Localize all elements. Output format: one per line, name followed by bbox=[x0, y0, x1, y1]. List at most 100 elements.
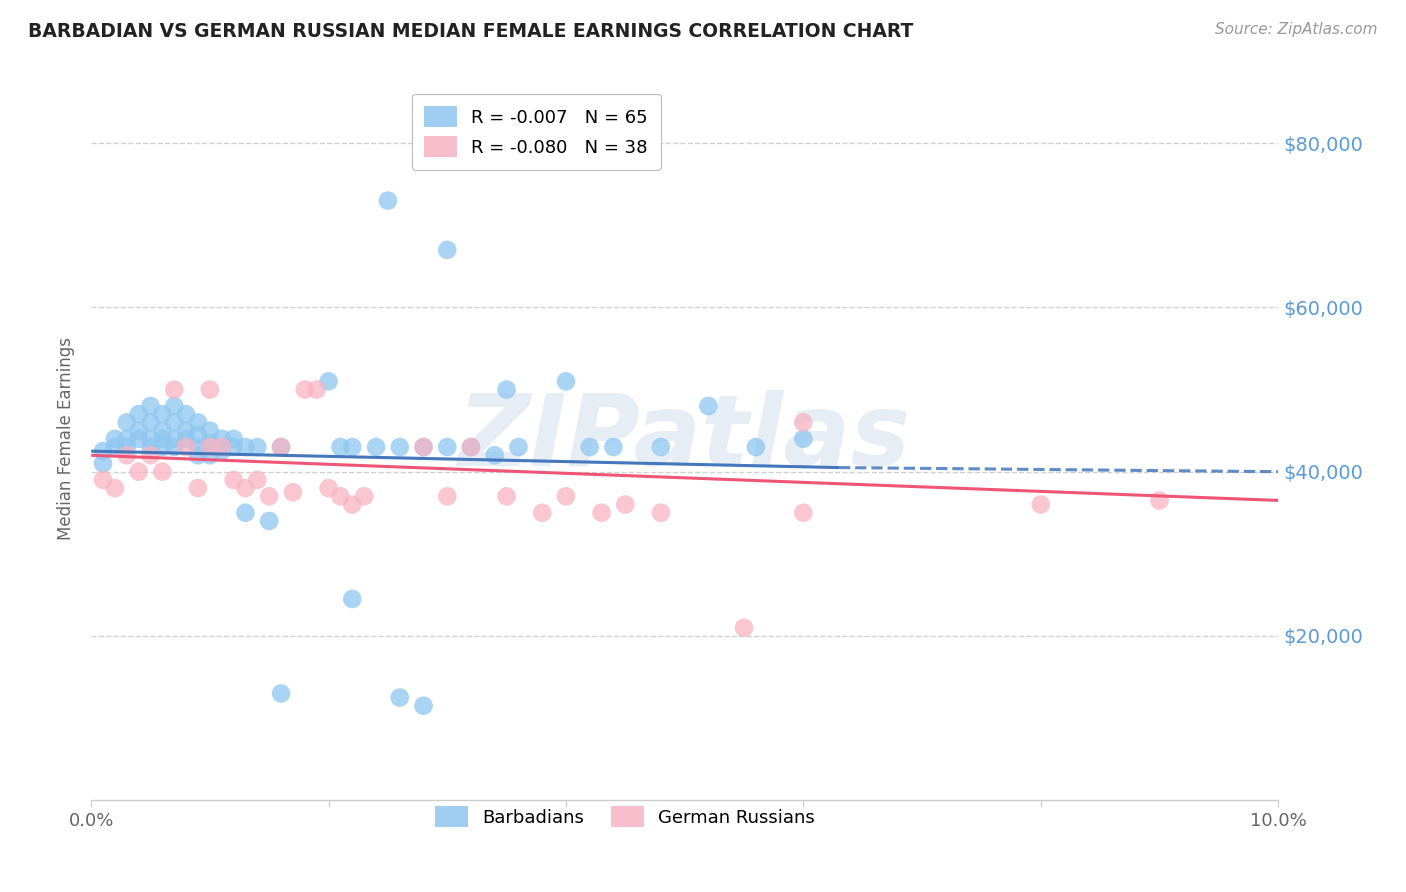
Point bbox=[174, 440, 197, 454]
Point bbox=[388, 440, 411, 454]
Point bbox=[460, 440, 482, 454]
Point bbox=[745, 440, 768, 454]
Point bbox=[270, 440, 292, 454]
Point bbox=[412, 698, 434, 713]
Point bbox=[342, 592, 364, 607]
Point bbox=[163, 383, 186, 397]
Point bbox=[792, 506, 814, 520]
Point bbox=[578, 440, 600, 454]
Point bbox=[792, 432, 814, 446]
Point bbox=[342, 498, 364, 512]
Point bbox=[139, 440, 162, 454]
Point bbox=[91, 457, 114, 471]
Point bbox=[198, 383, 221, 397]
Point bbox=[198, 440, 221, 454]
Point bbox=[388, 690, 411, 705]
Point bbox=[187, 448, 209, 462]
Point bbox=[187, 427, 209, 442]
Point bbox=[342, 440, 364, 454]
Point bbox=[163, 432, 186, 446]
Point bbox=[187, 481, 209, 495]
Point bbox=[115, 432, 138, 446]
Point bbox=[150, 432, 173, 446]
Point bbox=[174, 407, 197, 421]
Point bbox=[318, 481, 340, 495]
Point bbox=[377, 194, 399, 208]
Point bbox=[1149, 493, 1171, 508]
Point bbox=[353, 489, 375, 503]
Point bbox=[329, 440, 352, 454]
Y-axis label: Median Female Earnings: Median Female Earnings bbox=[58, 337, 75, 541]
Point bbox=[222, 432, 245, 446]
Point bbox=[150, 440, 173, 454]
Point bbox=[555, 375, 578, 389]
Point bbox=[222, 473, 245, 487]
Point bbox=[211, 432, 233, 446]
Point bbox=[163, 440, 186, 454]
Point bbox=[246, 473, 269, 487]
Point bbox=[104, 440, 127, 454]
Point bbox=[495, 489, 517, 503]
Text: Source: ZipAtlas.com: Source: ZipAtlas.com bbox=[1215, 22, 1378, 37]
Point bbox=[318, 375, 340, 389]
Point bbox=[531, 506, 554, 520]
Point bbox=[436, 440, 458, 454]
Point bbox=[270, 440, 292, 454]
Point bbox=[115, 416, 138, 430]
Point bbox=[139, 416, 162, 430]
Point bbox=[104, 481, 127, 495]
Text: BARBADIAN VS GERMAN RUSSIAN MEDIAN FEMALE EARNINGS CORRELATION CHART: BARBADIAN VS GERMAN RUSSIAN MEDIAN FEMAL… bbox=[28, 22, 914, 41]
Point bbox=[460, 440, 482, 454]
Point bbox=[198, 436, 221, 450]
Point bbox=[733, 621, 755, 635]
Point bbox=[115, 440, 138, 454]
Point bbox=[257, 514, 280, 528]
Point bbox=[128, 432, 150, 446]
Point bbox=[650, 440, 672, 454]
Point bbox=[104, 432, 127, 446]
Point bbox=[174, 424, 197, 438]
Point bbox=[792, 416, 814, 430]
Point bbox=[128, 424, 150, 438]
Point bbox=[198, 448, 221, 462]
Point bbox=[270, 686, 292, 700]
Point bbox=[591, 506, 613, 520]
Point bbox=[235, 481, 257, 495]
Point bbox=[163, 399, 186, 413]
Point bbox=[235, 440, 257, 454]
Point bbox=[235, 506, 257, 520]
Point bbox=[150, 424, 173, 438]
Point bbox=[257, 489, 280, 503]
Point bbox=[602, 440, 624, 454]
Point bbox=[187, 440, 209, 454]
Point bbox=[650, 506, 672, 520]
Point bbox=[163, 416, 186, 430]
Point bbox=[364, 440, 387, 454]
Point bbox=[139, 399, 162, 413]
Point bbox=[697, 399, 720, 413]
Point bbox=[508, 440, 530, 454]
Point bbox=[115, 448, 138, 462]
Point bbox=[91, 473, 114, 487]
Point bbox=[150, 407, 173, 421]
Point bbox=[246, 440, 269, 454]
Point bbox=[436, 243, 458, 257]
Point bbox=[281, 485, 304, 500]
Point bbox=[128, 465, 150, 479]
Point bbox=[128, 407, 150, 421]
Point bbox=[211, 440, 233, 454]
Point bbox=[198, 424, 221, 438]
Legend: Barbadians, German Russians: Barbadians, German Russians bbox=[429, 799, 823, 835]
Point bbox=[495, 383, 517, 397]
Point bbox=[412, 440, 434, 454]
Point bbox=[222, 440, 245, 454]
Point bbox=[294, 383, 316, 397]
Point bbox=[139, 432, 162, 446]
Point bbox=[484, 448, 506, 462]
Point bbox=[1029, 498, 1052, 512]
Point bbox=[555, 489, 578, 503]
Point bbox=[174, 432, 197, 446]
Point bbox=[187, 416, 209, 430]
Point bbox=[614, 498, 637, 512]
Point bbox=[139, 448, 162, 462]
